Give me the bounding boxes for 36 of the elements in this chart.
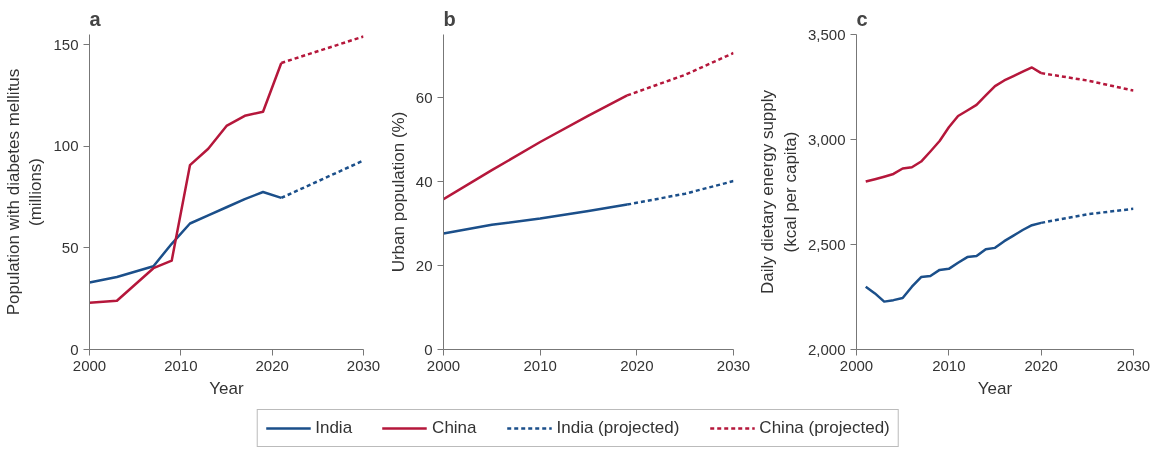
- x-axis-title: Year: [977, 378, 1013, 398]
- x-tick-label: 2000: [839, 356, 874, 374]
- y-tick-label: 60: [415, 88, 433, 106]
- legend-label: China (projected): [759, 417, 890, 438]
- chart-title: b: [443, 7, 456, 30]
- y-tick-label: 0: [70, 340, 79, 358]
- chart-title: c: [856, 7, 868, 30]
- y-axis-title: Population with diabetes mellitus (millions): [3, 68, 46, 316]
- y-tick-label: 50: [61, 238, 79, 256]
- x-tick-label: 2020: [1024, 356, 1058, 374]
- y-tick-label: 20: [415, 256, 433, 274]
- y-axis-title: Urban population (%): [388, 111, 408, 273]
- y-tick-label: 2,000: [807, 340, 846, 358]
- y-tick-label: 40: [415, 172, 433, 190]
- x-tick-label: 2030: [1116, 356, 1151, 374]
- x-tick-label: 2030: [346, 356, 381, 374]
- x-tick-label: 2020: [620, 356, 654, 374]
- y-tick-label: 150: [53, 35, 79, 53]
- y-axis-title: Daily dietary energy supply (kcal per capita): [758, 89, 800, 295]
- y-tick-label: 2,500: [807, 235, 846, 253]
- y-tick-label: 3,500: [807, 25, 846, 43]
- x-tick-label: 2030: [716, 356, 751, 374]
- y-tick-label: 0: [424, 340, 433, 358]
- chart-title: a: [89, 7, 102, 30]
- x-tick-label: 2010: [523, 356, 557, 374]
- x-axis-title: Year: [209, 378, 245, 398]
- x-tick-label: 2000: [72, 356, 107, 374]
- y-tick-label: 3,000: [807, 130, 846, 148]
- legend-label: India (projected): [556, 417, 680, 438]
- y-tick-label: 100: [53, 137, 79, 155]
- legend-label: India: [315, 417, 353, 438]
- x-tick-label: 2010: [164, 356, 198, 374]
- x-tick-label: 2020: [255, 356, 289, 374]
- x-tick-label: 2010: [932, 356, 966, 374]
- x-tick-label: 2000: [426, 356, 461, 374]
- legend-label: China: [432, 417, 477, 438]
